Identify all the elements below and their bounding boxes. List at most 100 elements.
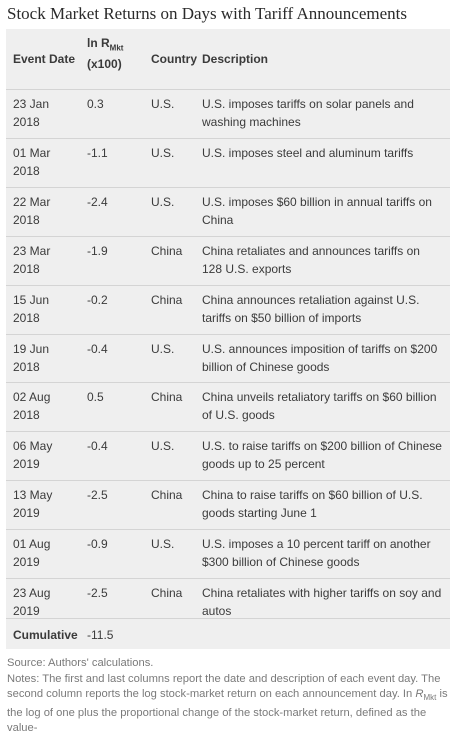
description-cell: U.S. to raise tariffs on $200 billion of… <box>202 437 442 473</box>
return-value-cell: -0.4 <box>87 340 137 358</box>
country-text: U.S. <box>151 194 175 209</box>
description-text: China unveils retaliatory tariffs on $60… <box>202 390 437 423</box>
return-value-cell: 0.5 <box>87 388 137 406</box>
country-cell: China <box>151 584 201 602</box>
return-value-cell: -2.5 <box>87 584 137 602</box>
return-value-cell: -2.4 <box>87 193 137 211</box>
country-text: China <box>151 586 183 600</box>
table-title: Stock Market Returns on Days with Tariff… <box>7 4 407 23</box>
event-date-cell: 06 May 2019 <box>13 437 75 473</box>
event-date-year: 2019 <box>13 604 40 618</box>
return-value-text: -2.5 <box>87 586 108 600</box>
notes-sub: Mkt <box>423 693 437 703</box>
country-cell: China <box>151 388 201 406</box>
description-cell: China to raise tariffs on $60 billion of… <box>202 486 442 522</box>
event-date-day-month: 13 May <box>13 488 53 503</box>
country-cell: China <box>151 291 201 309</box>
event-date-day-month: 01 Aug <box>13 537 51 552</box>
description-text: China announces retaliation against U.S.… <box>202 292 420 325</box>
description-cell: China retaliates and announces tariffs o… <box>202 242 442 278</box>
return-value-cell: -0.4 <box>87 437 137 455</box>
country-cell: U.S. <box>151 144 201 162</box>
header-description: Description <box>202 52 269 66</box>
country-text: U.S. <box>151 145 175 160</box>
country-cell: China <box>151 486 201 504</box>
event-date-year: 2019 <box>13 506 40 521</box>
event-date-cell: 13 May 2019 <box>13 486 75 522</box>
event-date-cell: 01 Mar 2018 <box>13 144 75 180</box>
event-date-year: 2018 <box>13 115 40 129</box>
table-row: 06 May 2019 -0.4 U.S. U.S. to raise tariffs … <box>6 431 450 481</box>
source-note: Source: Authors' calculations. <box>7 657 154 669</box>
description-text: U.S. imposes steel and aluminum tariffs <box>202 145 414 160</box>
country-cell: U.S. <box>151 193 201 211</box>
event-date-year: 2018 <box>13 261 40 276</box>
return-value-text: -2.5 <box>87 488 108 503</box>
table-row: 23 Mar 2018 -1.9 China China retaliates and … <box>6 235 450 286</box>
data-table: Event Date ln RMkt (x100) Country Descri… <box>6 29 450 649</box>
event-date-day-month: 23 Mar <box>13 243 51 258</box>
table-row: 01 Mar 2018 -1.1 U.S. U.S. imposes steel and… <box>6 137 450 188</box>
return-value-text: -2.4 <box>87 194 108 209</box>
table-row: 19 Jun 2018 -0.4 U.S. U.S. announces imposit… <box>6 333 450 384</box>
cumulative-value: -11.5 <box>87 628 114 642</box>
table-row: 02 Aug 2018 0.5 China China unveils retaliat… <box>6 382 450 432</box>
description-text: China to raise tariffs on $60 billion of… <box>202 488 423 521</box>
description-cell: U.S. imposes steel and aluminum tariffs <box>202 144 442 162</box>
table-header: Event Date ln RMkt (x100) Country Descri… <box>6 29 450 89</box>
description-cell: China announces retaliation against U.S.… <box>202 291 442 327</box>
country-text: U.S. <box>151 97 175 111</box>
notes-paragraph: Notes: The first and last columns report… <box>7 672 449 737</box>
table-row: 22 Mar 2018 -2.4 U.S. U.S. imposes $60 billi… <box>6 186 450 237</box>
description-text: U.S. announces imposition of tariffs on … <box>202 341 438 374</box>
event-date-cell: 23 Mar 2018 <box>13 242 75 278</box>
event-date-day-month: 23 Aug <box>13 586 51 600</box>
description-text: U.S. imposes tariffs on solar panels and… <box>202 97 414 129</box>
return-value-text: -1.9 <box>87 243 108 258</box>
country-text: China <box>151 488 183 503</box>
event-date-day-month: 23 Jan <box>13 97 50 111</box>
event-date-year: 2019 <box>13 555 40 570</box>
event-date-year: 2018 <box>13 163 40 178</box>
event-date-day-month: 01 Mar <box>13 145 51 160</box>
country-text: U.S. <box>151 537 175 552</box>
header-return-unit: (x100) <box>87 57 122 72</box>
header-country: Country <box>151 52 197 66</box>
event-date-year: 2019 <box>13 457 40 472</box>
description-cell: U.S. imposes a 10 percent tariff on anot… <box>202 535 442 571</box>
return-value-text: -0.2 <box>87 292 108 307</box>
table-row: 23 Aug 2019 -2.5 China China retaliates with… <box>6 578 450 628</box>
country-text: China <box>151 390 183 405</box>
description-text: U.S. imposes a 10 percent tariff on anot… <box>202 537 431 570</box>
country-text: China <box>151 292 183 307</box>
country-text: U.S. <box>151 439 175 454</box>
table-row: 23 Jan 2018 0.3 U.S. U.S. imposes tariffs on… <box>6 89 450 139</box>
cumulative-row: Cumulative -11.5 <box>6 618 450 650</box>
country-text: China <box>151 243 183 258</box>
description-text: U.S. to raise tariffs on $200 billion of… <box>202 439 442 472</box>
table-row: 01 Aug 2019 -0.9 U.S. U.S. imposes a 10 perc… <box>6 529 450 579</box>
event-date-year: 2018 <box>13 310 40 325</box>
event-date-cell: 23 Aug 2019 <box>13 584 75 620</box>
event-date-day-month: 06 May <box>13 439 53 454</box>
header-event-date: Event Date <box>13 52 76 66</box>
event-date-year: 2018 <box>13 359 40 374</box>
event-date-cell: 15 Jun 2018 <box>13 291 75 327</box>
header-return-sub: Mkt <box>109 43 124 53</box>
return-value-text: -0.4 <box>87 341 108 356</box>
return-value-cell: -0.2 <box>87 291 137 309</box>
return-value-text: 0.3 <box>87 97 104 111</box>
event-date-cell: 22 Mar 2018 <box>13 193 75 229</box>
event-date-day-month: 22 Mar <box>13 194 51 209</box>
return-value-cell: -2.5 <box>87 486 137 504</box>
description-cell: U.S. announces imposition of tariffs on … <box>202 340 442 376</box>
table-notes: Source: Authors' calculations. Notes: Th… <box>7 656 449 737</box>
description-text: China retaliates with higher tariffs on … <box>202 586 442 618</box>
return-value-cell: -1.9 <box>87 242 137 260</box>
description-text: China retaliates and announces tariffs o… <box>202 243 420 276</box>
header-return: ln RMkt (x100) <box>87 35 123 72</box>
return-value-cell: 0.3 <box>87 95 137 113</box>
event-date-cell: 19 Jun 2018 <box>13 340 75 376</box>
notes-r: R <box>415 688 424 700</box>
return-value-text: 0.5 <box>87 390 104 405</box>
